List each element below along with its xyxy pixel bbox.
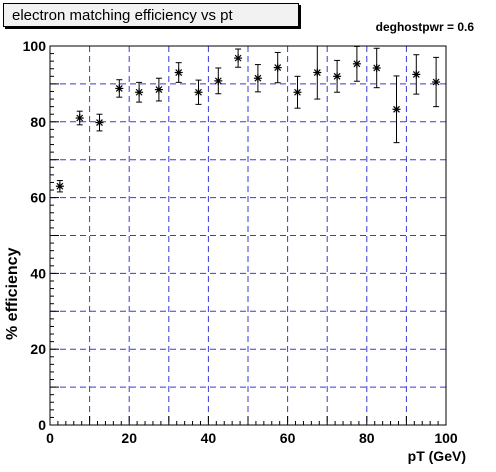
y-tick-label: 20	[30, 341, 46, 357]
star-marker	[432, 78, 440, 86]
data-point	[352, 45, 361, 82]
data-point	[55, 180, 64, 193]
data-point	[194, 79, 203, 105]
star-marker	[155, 86, 163, 94]
y-tick-label: 0	[38, 417, 46, 433]
chart-title: electron matching efficiency vs pt	[12, 7, 233, 24]
data-point	[372, 47, 381, 89]
y-tick-label: 40	[30, 265, 46, 281]
data-point	[273, 51, 282, 84]
data-point	[432, 56, 441, 108]
data-point	[412, 54, 421, 95]
star-marker	[135, 88, 143, 96]
chart-title-box: electron matching efficiency vs pt	[3, 3, 299, 27]
data-point	[293, 75, 302, 109]
star-marker	[56, 182, 64, 190]
star-marker	[294, 88, 301, 96]
x-axis-label: pT (GeV)	[407, 448, 466, 464]
x-tick-label: 60	[280, 430, 296, 446]
star-marker	[373, 64, 381, 72]
y-tick-label: 60	[30, 190, 46, 206]
x-tick-label: 0	[46, 430, 54, 446]
data-point	[135, 81, 144, 103]
data-point	[333, 59, 342, 93]
y-tick-label: 80	[30, 114, 46, 130]
data-point	[174, 62, 183, 83]
star-marker	[96, 119, 103, 126]
data-point	[234, 48, 243, 68]
star-marker	[393, 105, 400, 113]
star-marker	[214, 77, 222, 85]
data-point	[115, 79, 124, 98]
data-point	[75, 110, 84, 126]
data-point	[313, 46, 322, 100]
x-tick-label: 20	[121, 430, 137, 446]
star-marker	[115, 85, 123, 92]
y-axis: 0 20 40 60 80 100	[23, 38, 59, 433]
star-marker	[313, 69, 321, 76]
data-point	[392, 75, 401, 144]
grid-lines	[50, 46, 446, 425]
x-tick-label: 100	[434, 430, 458, 446]
star-marker	[175, 69, 183, 76]
x-tick-label: 80	[359, 430, 375, 446]
star-marker	[333, 72, 341, 80]
x-tick-label: 40	[201, 430, 217, 446]
star-marker	[274, 64, 282, 72]
x-axis: 0 20 40 60 80 100	[46, 416, 458, 446]
data-point	[154, 77, 163, 102]
data-point	[253, 64, 262, 93]
star-marker	[234, 54, 242, 62]
deghostpwr-annotation: deghostpwr = 0.6	[375, 20, 474, 34]
y-tick-label: 100	[23, 38, 47, 54]
star-marker	[195, 88, 202, 96]
star-marker	[76, 114, 84, 122]
y-axis-label: % efficiency	[4, 247, 21, 340]
data-points	[55, 45, 441, 193]
star-marker	[412, 71, 420, 78]
data-point	[214, 67, 223, 95]
star-marker	[254, 74, 262, 82]
star-marker	[353, 60, 361, 68]
data-point	[95, 113, 104, 132]
